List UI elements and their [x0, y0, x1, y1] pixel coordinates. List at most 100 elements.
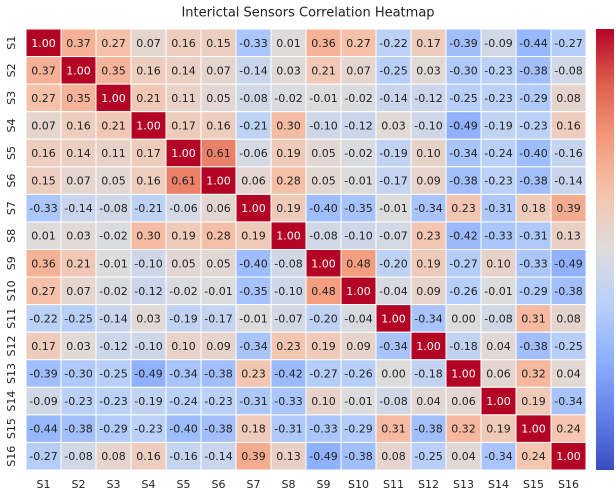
- heatmap-cell: [270, 386, 307, 416]
- cell-label: -0.38: [519, 64, 547, 77]
- heatmap-cell: [25, 111, 62, 140]
- cell-label: 0.19: [311, 340, 336, 353]
- cell-label: -0.34: [239, 340, 267, 353]
- heatmap-cell: [305, 166, 342, 195]
- y-tick-label: S8: [5, 229, 18, 243]
- heatmap-cell: [200, 414, 237, 443]
- heatmap-cell: [480, 359, 517, 388]
- cell-label: -0.38: [204, 423, 232, 436]
- cell-label: 1.00: [206, 175, 231, 188]
- heatmap-cell: [235, 193, 272, 223]
- cell-label: -0.20: [379, 257, 407, 270]
- heatmap-cell: [165, 83, 202, 113]
- cell-label: -0.17: [204, 312, 232, 325]
- heatmap-cell: [95, 331, 132, 361]
- cell-label: -0.22: [379, 37, 407, 50]
- heatmap-cell: [60, 28, 97, 58]
- heatmap-cell: [130, 138, 167, 168]
- cell-label: 0.04: [556, 368, 581, 381]
- cell-label: 0.37: [31, 64, 56, 77]
- cell-label: -0.42: [274, 368, 302, 381]
- cell-label: 0.24: [521, 450, 546, 463]
- cell-label: 1.00: [556, 450, 581, 463]
- cell-label: 0.17: [416, 37, 441, 50]
- heatmap-cell: [550, 111, 587, 140]
- cell-label: -0.17: [379, 175, 407, 188]
- y-tick-label: S13: [5, 363, 18, 384]
- heatmap-cell: [480, 83, 517, 113]
- cell-label: -0.23: [519, 119, 547, 132]
- heatmap-cell: [95, 441, 132, 471]
- cell-label: -0.23: [484, 175, 512, 188]
- cell-label: -0.49: [554, 257, 582, 270]
- cell-label: -0.38: [449, 175, 477, 188]
- colorbar: [596, 29, 614, 470]
- heatmap-cell: [340, 138, 377, 168]
- heatmap-cell: [375, 138, 412, 168]
- y-tick-label: S4: [5, 118, 18, 132]
- cell-label: 0.01: [31, 230, 56, 243]
- heatmap-cell: [25, 249, 62, 278]
- cell-label: -0.38: [519, 340, 547, 353]
- heatmap-cell: [200, 28, 237, 58]
- cell-label: -0.31: [274, 423, 302, 436]
- heatmap-cell: [60, 414, 97, 443]
- heatmap-cell: [200, 441, 237, 471]
- heatmap-cell: [480, 249, 517, 278]
- cell-label: 1.00: [346, 285, 371, 298]
- cell-label: 0.27: [346, 37, 371, 50]
- cell-label: 1.00: [451, 368, 476, 381]
- cell-label: -0.12: [134, 285, 162, 298]
- cell-label: -0.14: [379, 92, 407, 105]
- heatmap-cell: [375, 276, 412, 306]
- cell-label: -0.31: [484, 202, 512, 215]
- heatmap-cell: [305, 193, 342, 223]
- heatmap-cell: [410, 193, 447, 223]
- cell-label: -0.34: [554, 395, 582, 408]
- heatmap-cell: [95, 359, 132, 388]
- cell-label: 0.16: [31, 147, 56, 160]
- heatmap-cell: [165, 414, 202, 443]
- cell-label: 0.07: [206, 64, 231, 77]
- cell-label: -0.21: [134, 202, 162, 215]
- heatmap-cell: [515, 331, 552, 361]
- heatmap-cell: [515, 166, 552, 195]
- heatmap-cell: [480, 138, 517, 168]
- cell-label: 1.00: [486, 395, 511, 408]
- cell-label: 0.06: [451, 395, 476, 408]
- heatmap-cell: [550, 83, 587, 113]
- heatmap-cell: [340, 359, 377, 388]
- x-tick-label: S4: [142, 478, 156, 491]
- heatmap-cell: [270, 441, 307, 471]
- heatmap-cell: [60, 138, 97, 168]
- heatmap-cell: [235, 359, 272, 388]
- heatmap-cell: [480, 386, 517, 416]
- heatmap-cell: [340, 221, 377, 250]
- heatmap-cell: [550, 276, 587, 306]
- cell-label: -0.38: [204, 368, 232, 381]
- cell-label: 0.18: [241, 423, 266, 436]
- cell-label: 0.07: [66, 285, 91, 298]
- cell-label: 0.23: [241, 368, 266, 381]
- x-tick-label: S10: [348, 478, 369, 491]
- heatmap-cell: [95, 111, 132, 140]
- heatmap-cell: [130, 249, 167, 278]
- cell-label: -0.27: [554, 37, 582, 50]
- x-tick-label: S6: [212, 478, 226, 491]
- heatmap-cell: [550, 441, 587, 471]
- heatmap-cell: [130, 83, 167, 113]
- cell-label: 0.19: [276, 202, 301, 215]
- cell-label: -0.34: [414, 312, 442, 325]
- cell-label: -0.33: [239, 37, 267, 50]
- cell-label: 1.00: [66, 64, 91, 77]
- heatmap-cell: [375, 386, 412, 416]
- cell-label: -0.33: [309, 423, 337, 436]
- heatmap-cell: [165, 166, 202, 195]
- cell-label: 1.00: [31, 37, 56, 50]
- cell-label: -0.01: [344, 175, 372, 188]
- cell-label: -0.30: [64, 368, 92, 381]
- heatmap-cell: [60, 331, 97, 361]
- cell-label: 0.27: [31, 92, 56, 105]
- cell-label: 0.03: [416, 64, 441, 77]
- heatmap-cell: [165, 276, 202, 306]
